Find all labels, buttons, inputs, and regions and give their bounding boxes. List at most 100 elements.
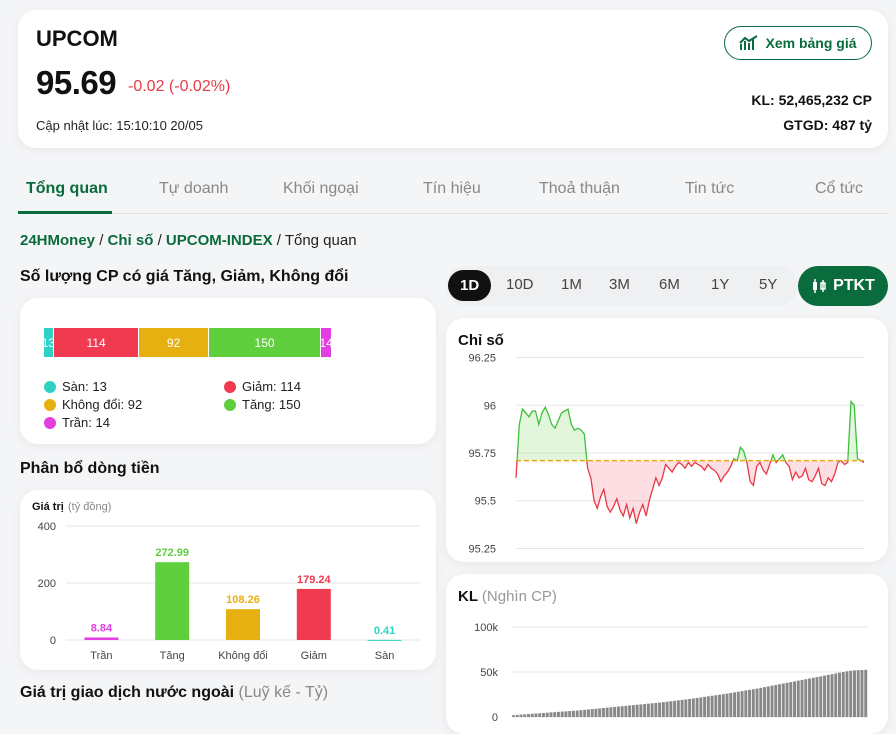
period-1y[interactable]: 1Y [711, 276, 730, 293]
volume-bar [733, 692, 737, 717]
volume-bar [789, 682, 793, 717]
tab-agreements[interactable]: Thoả thuận [539, 180, 620, 197]
volume-bar [661, 702, 665, 717]
flow-value-label: 0.41 [374, 625, 395, 637]
volume-bar [718, 694, 722, 717]
index-line-down [515, 460, 865, 524]
period-3m[interactable]: 3M [609, 276, 630, 293]
volume-bar [579, 710, 583, 717]
volume-bar [515, 714, 519, 717]
volume-bar [811, 677, 815, 717]
breadcrumb-upcom-index[interactable]: UPCOM-INDEX [165, 232, 273, 249]
flow-value-label: 108.26 [226, 594, 260, 606]
legend-down: Giảm: 114 [224, 379, 301, 394]
index-line-up [516, 399, 863, 461]
period-10d[interactable]: 10D [506, 276, 534, 293]
volume-bar [624, 705, 628, 717]
volume-bar [774, 684, 778, 717]
tab-proprietary[interactable]: Tự doanh [159, 180, 229, 197]
volume-bar [729, 692, 733, 717]
period-1m[interactable]: 1M [561, 276, 582, 293]
volume-bar [526, 714, 530, 717]
legend-floor: Sàn: 13 [44, 379, 107, 394]
period-5y[interactable]: 5Y [759, 276, 778, 293]
period-1d[interactable]: 1D [448, 270, 492, 301]
breadcrumb-indices[interactable]: Chỉ số [107, 232, 154, 249]
volume-bar [721, 694, 725, 717]
volume-bar [601, 708, 605, 717]
tab-foreign[interactable]: Khối ngoại [283, 180, 359, 197]
legend-label: Tăng: 150 [242, 397, 301, 412]
period-6m[interactable]: 6M [659, 276, 680, 293]
flow-ylabel: Giá trị [32, 501, 64, 513]
tab-signals[interactable]: Tín hiệu [423, 180, 481, 197]
volume-bar [755, 688, 759, 717]
volume-bar [534, 713, 538, 717]
breadcrumb-current: Tổng quan [284, 232, 357, 249]
volume-bar [568, 711, 572, 717]
volume-bar [654, 702, 658, 717]
vol-title-sub: (Nghìn CP) [481, 588, 557, 605]
volume-bar [826, 674, 830, 717]
volume-bar [856, 670, 860, 717]
volume-bar [598, 708, 602, 717]
technical-analysis-label: PTKT [833, 277, 875, 294]
trend-chart-icon [739, 35, 759, 50]
volume-bar [710, 695, 714, 717]
view-price-board-label: Xem bảng giá [765, 35, 857, 51]
legend-dot [224, 380, 236, 393]
breadth-title: Số lượng CP có giá Tăng, Giảm, Không đổi [20, 268, 349, 285]
legend-label: Sàn: 13 [62, 379, 107, 394]
volume-bar [770, 685, 774, 717]
flow-ytick: 0 [50, 635, 56, 647]
vol-title-text: KL [458, 588, 478, 605]
breadth-card: 13 114 92 150 14 Sàn: 13 Giảm: 114 Không… [20, 298, 436, 444]
volume-bar [519, 714, 523, 717]
volume-bar [759, 687, 763, 717]
volume-ytick: 50k [480, 667, 498, 679]
volume-bar [590, 709, 594, 717]
flow-bar [367, 639, 402, 641]
volume-bar [841, 672, 845, 717]
volume-bar [691, 698, 695, 717]
tab-dividends[interactable]: Cổ tức [815, 180, 864, 197]
legend-label: Không đổi: 92 [62, 397, 143, 412]
breadth-ceiling-segment: 14 [321, 328, 332, 357]
flow-value-label: 179.24 [297, 574, 332, 586]
volume-bar [860, 670, 864, 717]
technical-analysis-button[interactable]: PTKT [798, 266, 888, 306]
update-time: Cập nhật lúc: 15:10:10 20/05 [36, 118, 203, 133]
volume-bar [583, 709, 587, 717]
index-ytick: 95.5 [475, 496, 496, 508]
volume-bar [684, 699, 688, 717]
volume-bar [763, 687, 767, 717]
volume-bar [541, 712, 545, 717]
view-price-board-button[interactable]: Xem bảng giá [724, 26, 872, 60]
legend-dot [44, 416, 56, 429]
volume-bar [643, 704, 647, 717]
tab-news[interactable]: Tin tức [685, 180, 735, 197]
flow-value-label: 272.99 [155, 547, 189, 559]
index-area-up [516, 401, 864, 461]
total-volume: KL: 52,465,232 CP [751, 92, 872, 108]
volume-bar [748, 689, 752, 717]
index-area-down [516, 460, 864, 524]
volume-bar [628, 705, 632, 717]
volume-bar [688, 699, 692, 717]
tab-overview[interactable]: Tổng quan [26, 180, 108, 197]
volume-bar [830, 674, 834, 717]
volume-bar [808, 678, 811, 717]
volume-bar [815, 677, 819, 717]
flow-category-label: Trần [90, 650, 112, 662]
volume-bar [736, 691, 740, 717]
volume-bar [703, 696, 707, 717]
volume-bar [845, 671, 849, 717]
volume-bar [609, 707, 613, 717]
volume-bar [849, 670, 853, 717]
breadcrumb-home[interactable]: 24HMoney [20, 232, 96, 249]
legend-ceiling: Trần: 14 [44, 415, 110, 430]
volume-bar [560, 711, 564, 717]
volume-bar [530, 713, 534, 717]
flow-yunit: (tỷ đồng) [68, 501, 111, 513]
volume-bar [823, 675, 826, 717]
